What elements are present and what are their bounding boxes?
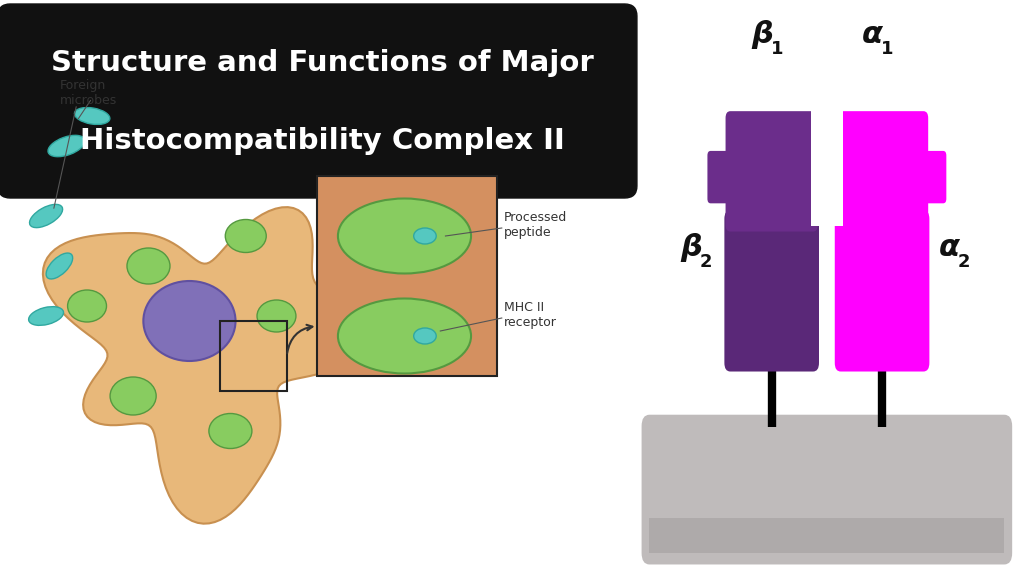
Bar xyxy=(649,518,1005,553)
Text: receptor: receptor xyxy=(504,316,557,329)
Ellipse shape xyxy=(414,328,436,344)
Text: Processed: Processed xyxy=(504,211,567,224)
Text: 2: 2 xyxy=(957,253,971,271)
Ellipse shape xyxy=(29,306,63,325)
FancyBboxPatch shape xyxy=(642,415,1012,564)
Text: Histocompatibility Complex II: Histocompatibility Complex II xyxy=(80,127,565,155)
Bar xyxy=(317,176,497,376)
Text: α: α xyxy=(939,233,959,262)
Ellipse shape xyxy=(209,414,252,449)
Ellipse shape xyxy=(111,377,156,415)
Ellipse shape xyxy=(48,135,85,157)
Text: Structure and Functions of Major: Structure and Functions of Major xyxy=(51,49,594,77)
Bar xyxy=(811,111,843,226)
Text: α: α xyxy=(862,20,883,49)
FancyBboxPatch shape xyxy=(919,151,946,203)
Ellipse shape xyxy=(338,298,471,373)
Text: β: β xyxy=(680,233,701,262)
Ellipse shape xyxy=(127,248,170,284)
Text: 2: 2 xyxy=(699,253,712,271)
Text: 1: 1 xyxy=(771,40,783,58)
Ellipse shape xyxy=(143,281,236,361)
Ellipse shape xyxy=(257,300,296,332)
Ellipse shape xyxy=(414,228,436,244)
Wedge shape xyxy=(812,128,841,211)
Ellipse shape xyxy=(30,204,62,228)
Text: Foreign: Foreign xyxy=(59,79,105,93)
Text: MHC II: MHC II xyxy=(504,301,544,314)
FancyBboxPatch shape xyxy=(724,210,819,372)
Wedge shape xyxy=(813,128,842,211)
Text: microbes: microbes xyxy=(59,94,117,108)
Text: peptide: peptide xyxy=(504,226,552,239)
Text: β: β xyxy=(751,20,773,49)
Ellipse shape xyxy=(68,290,106,322)
FancyBboxPatch shape xyxy=(836,111,928,232)
Ellipse shape xyxy=(75,108,110,124)
Polygon shape xyxy=(43,207,373,524)
Ellipse shape xyxy=(338,199,471,274)
FancyBboxPatch shape xyxy=(0,4,637,198)
Ellipse shape xyxy=(225,219,266,252)
Bar xyxy=(220,321,287,391)
FancyBboxPatch shape xyxy=(835,210,930,372)
FancyBboxPatch shape xyxy=(726,111,818,232)
Ellipse shape xyxy=(46,253,73,279)
Text: 1: 1 xyxy=(881,40,894,58)
FancyBboxPatch shape xyxy=(708,151,735,203)
